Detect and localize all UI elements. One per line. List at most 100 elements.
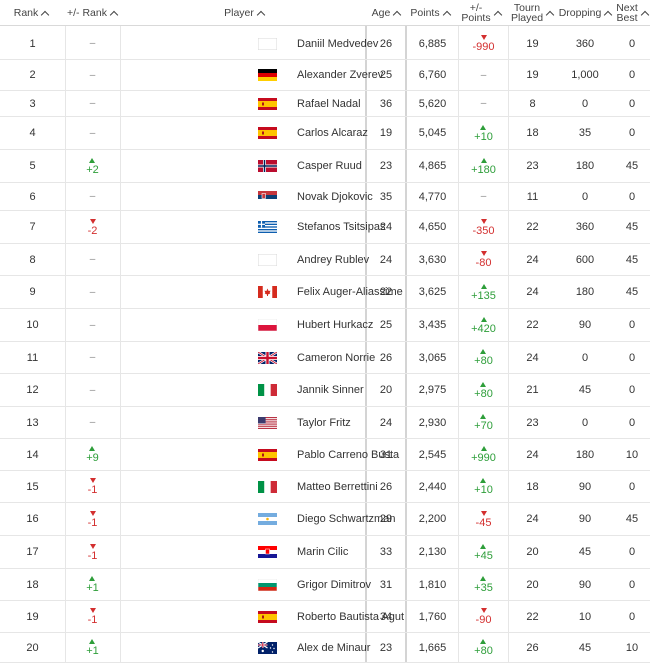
table-row[interactable]: 20 +1 Alex de Minaur 23 1,665 +80 26 45 10 — [0, 633, 650, 663]
points-change-unchanged: – — [480, 191, 487, 202]
tourn-played-cell: 24 — [526, 513, 539, 525]
sort-rank-header[interactable]: Rank — [0, 0, 62, 26]
player-name[interactable]: Marin Cilic — [297, 546, 349, 558]
rank-change-cell: +1 — [65, 569, 120, 600]
table-row[interactable]: 14 +9 Pablo Carreno Busta 31 2,545 +990 24 180 1… — [0, 439, 650, 471]
next-best-cell: 45 — [625, 286, 639, 298]
player-cell[interactable]: Alex de Minaur — [122, 633, 370, 662]
sort-caret-icon — [545, 10, 555, 19]
sort-rank-change-header[interactable]: +/- Rank — [62, 0, 122, 26]
player-cell[interactable]: Carlos Alcaraz — [122, 117, 368, 149]
age-cell: 24 — [379, 253, 393, 266]
player-cell[interactable]: Grigor Dimitrov — [122, 569, 371, 600]
next-best-cell: 0 — [628, 37, 636, 50]
table-row[interactable]: 3 – Rafael Nadal 36 5,620 – 8 0 0 — [0, 91, 650, 117]
player-name[interactable]: Stefanos Tsitsipas — [297, 221, 386, 233]
dropping-cell: 90 — [578, 480, 592, 493]
player-name[interactable]: Jannik Sinner — [297, 384, 364, 396]
table-row[interactable]: 12 – Jannik Sinner 20 2,975 +80 21 45 0 — [0, 374, 650, 407]
player-name[interactable]: Casper Ruud — [297, 160, 362, 172]
tourn-played-cell: 24 — [526, 448, 539, 461]
player-name[interactable]: Novak Djokovic — [297, 190, 373, 203]
player-cell[interactable]: Rafael Nadal — [122, 91, 365, 116]
table-row[interactable]: 6 – Novak Djokovic 35 4,770 – 11 0 0 — [0, 183, 650, 211]
player-cell[interactable]: Roberto Bautista Agut — [122, 601, 404, 632]
tourn-played-cell: 24 — [526, 286, 539, 298]
sort-points-header[interactable]: Points — [406, 0, 454, 26]
player-cell[interactable]: Pablo Carreno Busta — [122, 439, 399, 470]
player-name[interactable]: Daniil Medvedev — [297, 37, 379, 50]
player-name[interactable]: Taylor Fritz — [297, 416, 351, 429]
table-row[interactable]: 4 – Carlos Alcaraz 19 5,045 +10 18 35 0 — [0, 117, 650, 150]
australia-flag-icon — [258, 641, 277, 654]
player-cell[interactable]: Hubert Hurkacz — [122, 309, 373, 341]
player-name[interactable]: Cameron Norrie — [297, 351, 376, 364]
player-name[interactable]: Roberto Bautista Agut — [297, 610, 405, 623]
tourn-played-cell: 22 — [526, 221, 539, 233]
player-name[interactable]: Alex de Minaur — [297, 641, 371, 654]
player-name[interactable]: Grigor Dimitrov — [297, 578, 371, 591]
table-row[interactable]: 19 -1 Roberto Bautista Agut 34 1,760 -90 22 10 0 — [0, 601, 650, 633]
age-cell: 19 — [379, 127, 393, 139]
player-cell[interactable]: Felix Auger-Aliassime — [122, 276, 403, 308]
points-change-value: -80 — [475, 257, 492, 269]
table-row[interactable]: 15 -1 Matteo Berrettini 26 2,440 +10 18 90 0 — [0, 471, 650, 503]
player-name[interactable]: Diego Schwartzman — [297, 513, 396, 525]
rank-change-cell: -1 — [65, 536, 120, 568]
table-row[interactable]: 5 +2 Casper Ruud 23 4,865 +180 23 180 45 — [0, 150, 650, 183]
player-cell[interactable]: Andrey Rublev — [122, 244, 369, 275]
player-cell[interactable]: Casper Ruud — [122, 150, 365, 182]
arrow-up-icon — [89, 157, 96, 163]
player-name[interactable]: Andrey Rublev — [297, 253, 370, 266]
sort-age-header[interactable]: Age — [366, 0, 406, 26]
table-row[interactable]: 17 -1 Marin Cilic 33 2,130 +45 20 45 0 — [0, 536, 650, 569]
player-cell[interactable]: Stefanos Tsitsipas — [122, 211, 385, 243]
table-row[interactable]: 2 – Alexander Zverev 25 6,760 – 19 1,000 0 — [0, 60, 650, 91]
player-cell[interactable]: Diego Schwartzman — [122, 503, 395, 535]
table-row[interactable]: 10 – Hubert Hurkacz 25 3,435 +420 22 90 0 — [0, 309, 650, 342]
points-cell: 2,130 — [418, 546, 447, 558]
table-row[interactable]: 18 +1 Grigor Dimitrov 31 1,810 +35 20 90 0 — [0, 569, 650, 601]
age-cell: 35 — [379, 190, 393, 203]
player-name[interactable]: Felix Auger-Aliassime — [297, 286, 403, 298]
sort-player-header[interactable]: Player — [122, 0, 366, 26]
player-name[interactable]: Hubert Hurkacz — [297, 319, 374, 331]
table-row[interactable]: 7 -2 Stefanos Tsitsipas 24 4,650 -350 22 360 45 — [0, 211, 650, 244]
player-cell[interactable]: Matteo Berrettini — [122, 471, 378, 502]
tourn-played-cell: 8 — [529, 97, 536, 110]
bulgaria-flag-icon — [258, 578, 277, 591]
points-cell: 3,065 — [418, 351, 447, 364]
player-cell[interactable]: Daniil Medvedev — [122, 28, 378, 59]
sort-dropping-header[interactable]: Dropping — [556, 0, 614, 26]
sort-caret-icon — [256, 10, 266, 19]
player-name[interactable]: Carlos Alcaraz — [297, 127, 368, 139]
table-row[interactable]: 9 – Felix Auger-Aliassime 22 3,625 +135 24 180 4… — [0, 276, 650, 309]
column-divider — [65, 26, 66, 663]
player-cell[interactable]: Cameron Norrie — [122, 342, 375, 373]
player-cell[interactable]: Alexander Zverev — [122, 60, 383, 90]
player-cell[interactable]: Jannik Sinner — [122, 374, 365, 406]
player-name[interactable]: Rafael Nadal — [297, 97, 361, 110]
table-row[interactable]: 11 – Cameron Norrie 26 3,065 +80 24 0 0 — [0, 342, 650, 374]
player-cell[interactable]: Taylor Fritz — [122, 407, 365, 438]
points-change-value: +10 — [474, 484, 493, 496]
dropping-cell: 360 — [575, 221, 595, 233]
table-row[interactable]: 16 -1 Diego Schwartzman 29 2,200 -45 24 90 45 — [0, 503, 650, 536]
tourn-played-cell: 22 — [526, 610, 539, 623]
sort-tourn-header[interactable]: Tourn Played — [508, 0, 556, 26]
table-row[interactable]: 1 – Daniil Medvedev 26 6,885 -990 19 360 0 — [0, 28, 650, 60]
canada-flag-icon — [258, 286, 277, 298]
dropping-cell: 10 — [578, 610, 592, 623]
player-cell[interactable]: Novak Djokovic — [122, 183, 373, 210]
sort-points-change-header[interactable]: +/- Points — [454, 0, 508, 26]
arrow-up-icon — [480, 576, 487, 581]
player-name[interactable]: Alexander Zverev — [297, 69, 384, 81]
sort-next-best-header[interactable]: Next Best — [614, 0, 650, 26]
dropping-cell: 180 — [575, 448, 595, 461]
table-row[interactable]: 13 – Taylor Fritz 24 2,930 +70 23 0 0 — [0, 407, 650, 439]
player-cell[interactable]: Marin Cilic — [122, 536, 365, 568]
player-name[interactable]: Matteo Berrettini — [297, 480, 378, 493]
player-name[interactable]: Pablo Carreno Busta — [297, 448, 400, 461]
arrow-down-icon — [89, 608, 96, 613]
table-row[interactable]: 8 – Andrey Rublev 24 3,630 -80 24 600 45 — [0, 244, 650, 276]
